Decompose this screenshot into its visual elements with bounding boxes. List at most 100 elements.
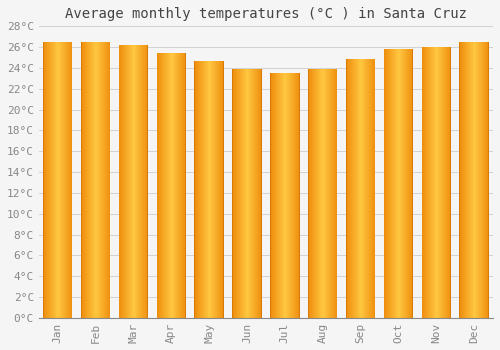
Bar bbox=[261, 69, 262, 318]
Bar bbox=[174, 53, 175, 318]
Bar bbox=[65, 42, 66, 318]
Bar bbox=[285, 73, 286, 318]
Bar bbox=[271, 73, 272, 318]
Bar bbox=[158, 53, 160, 318]
Bar bbox=[50, 42, 51, 318]
Bar bbox=[178, 53, 180, 318]
Bar bbox=[308, 69, 310, 318]
Bar bbox=[218, 61, 220, 318]
Bar bbox=[81, 42, 82, 318]
Bar bbox=[216, 61, 218, 318]
Bar bbox=[331, 69, 332, 318]
Bar bbox=[354, 58, 356, 318]
Bar bbox=[384, 49, 385, 318]
Bar bbox=[424, 47, 425, 318]
Bar bbox=[51, 42, 52, 318]
Bar bbox=[450, 47, 451, 318]
Bar bbox=[260, 69, 261, 318]
Bar bbox=[236, 69, 238, 318]
Bar bbox=[118, 45, 120, 318]
Bar bbox=[245, 69, 246, 318]
Bar bbox=[239, 69, 240, 318]
Bar bbox=[206, 61, 207, 318]
Bar bbox=[439, 47, 440, 318]
Bar bbox=[279, 73, 280, 318]
Bar bbox=[486, 42, 488, 318]
Bar bbox=[91, 42, 92, 318]
Bar bbox=[476, 42, 477, 318]
Bar bbox=[278, 73, 279, 318]
Bar bbox=[255, 69, 256, 318]
Bar bbox=[405, 49, 406, 318]
Bar bbox=[408, 49, 409, 318]
Bar bbox=[352, 58, 353, 318]
Bar bbox=[88, 42, 89, 318]
Bar bbox=[90, 42, 91, 318]
Bar bbox=[326, 69, 327, 318]
Bar bbox=[210, 61, 212, 318]
Bar bbox=[488, 42, 489, 318]
Bar bbox=[66, 42, 68, 318]
Bar bbox=[368, 58, 370, 318]
Bar bbox=[256, 69, 258, 318]
Bar bbox=[182, 53, 183, 318]
Bar bbox=[56, 42, 57, 318]
Bar bbox=[482, 42, 483, 318]
Bar bbox=[295, 73, 296, 318]
Bar bbox=[177, 53, 178, 318]
Bar bbox=[463, 42, 464, 318]
Bar bbox=[55, 42, 56, 318]
Bar bbox=[299, 73, 300, 318]
Bar bbox=[223, 61, 224, 318]
Bar bbox=[109, 42, 110, 318]
Bar bbox=[448, 47, 449, 318]
Bar bbox=[48, 42, 49, 318]
Bar bbox=[397, 49, 398, 318]
Bar bbox=[183, 53, 184, 318]
Bar bbox=[282, 73, 284, 318]
Bar bbox=[446, 47, 448, 318]
Bar bbox=[130, 45, 131, 318]
Bar bbox=[360, 58, 362, 318]
Bar bbox=[314, 69, 316, 318]
Bar bbox=[71, 42, 72, 318]
Bar bbox=[320, 69, 321, 318]
Bar bbox=[299, 73, 300, 318]
Bar bbox=[310, 69, 311, 318]
Bar bbox=[106, 42, 108, 318]
Bar bbox=[434, 47, 435, 318]
Bar bbox=[474, 42, 475, 318]
Bar bbox=[330, 69, 331, 318]
Bar bbox=[485, 42, 486, 318]
Bar bbox=[468, 42, 469, 318]
Bar bbox=[327, 69, 328, 318]
Bar bbox=[160, 53, 161, 318]
Bar bbox=[200, 61, 201, 318]
Bar bbox=[364, 58, 365, 318]
Title: Average monthly temperatures (°C ) in Santa Cruz: Average monthly temperatures (°C ) in Sa… bbox=[65, 7, 467, 21]
Bar bbox=[63, 42, 64, 318]
Bar bbox=[402, 49, 403, 318]
Bar bbox=[64, 42, 65, 318]
Bar bbox=[481, 42, 482, 318]
Bar bbox=[248, 69, 249, 318]
Bar bbox=[223, 61, 224, 318]
Bar bbox=[350, 58, 351, 318]
Bar bbox=[194, 61, 195, 318]
Bar bbox=[84, 42, 86, 318]
Bar bbox=[443, 47, 444, 318]
Bar bbox=[82, 42, 83, 318]
Bar bbox=[348, 58, 349, 318]
Bar bbox=[81, 42, 82, 318]
Bar bbox=[241, 69, 242, 318]
Bar bbox=[272, 73, 273, 318]
Bar bbox=[274, 73, 276, 318]
Bar bbox=[49, 42, 50, 318]
Bar bbox=[422, 47, 423, 318]
Bar bbox=[132, 45, 134, 318]
Bar bbox=[423, 47, 424, 318]
Bar bbox=[96, 42, 97, 318]
Bar bbox=[54, 42, 55, 318]
Bar bbox=[319, 69, 320, 318]
Bar bbox=[400, 49, 402, 318]
